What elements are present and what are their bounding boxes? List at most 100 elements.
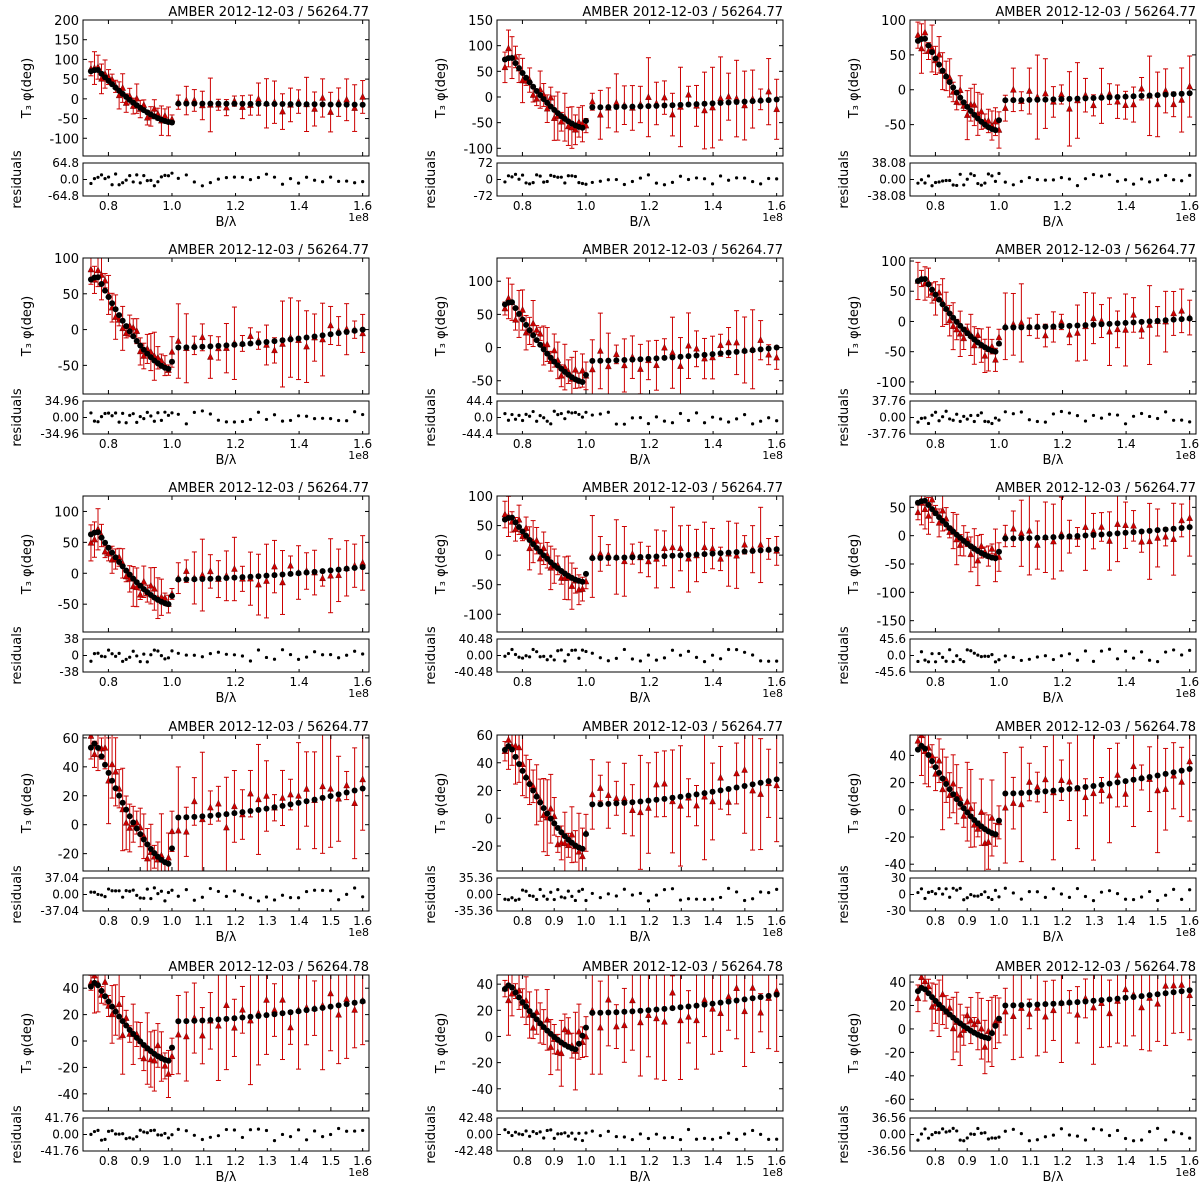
residual-point: [124, 657, 128, 661]
residual-point: [1147, 889, 1152, 894]
residual-point: [1035, 419, 1039, 424]
residual-point: [1188, 420, 1192, 424]
model-point: [102, 761, 109, 768]
data-point: [343, 781, 350, 789]
residual-point: [559, 1132, 563, 1136]
residual-point: [1164, 893, 1168, 897]
x-tick-label: 0.8: [926, 199, 945, 213]
residual-point: [156, 411, 160, 415]
residual-point: [503, 897, 507, 901]
model-point: [1066, 322, 1073, 329]
model-point: [1138, 318, 1145, 325]
model-point: [247, 100, 254, 107]
residual-point: [224, 894, 229, 898]
residual-point: [1123, 897, 1128, 901]
model-point: [207, 575, 214, 582]
model-point: [597, 357, 604, 364]
residual-point: [353, 1129, 357, 1133]
data-point: [151, 584, 158, 592]
model-point: [957, 94, 964, 101]
data-point: [741, 766, 748, 773]
residual-point: [930, 184, 934, 188]
plot-area: [914, 975, 1193, 1075]
res-y-tick-label: 0: [898, 888, 906, 902]
model-point: [1098, 321, 1105, 328]
residual-point: [702, 1136, 707, 1140]
model-point: [749, 995, 756, 1002]
residual-point: [958, 886, 962, 891]
residual-point: [520, 888, 525, 892]
residual-point: [1115, 179, 1120, 183]
plot-area: [501, 496, 780, 610]
model-point: [921, 35, 928, 42]
model-point: [516, 523, 523, 530]
residual-point: [955, 183, 959, 188]
model-point: [637, 103, 644, 110]
model-point: [1034, 534, 1041, 541]
res-y-tick-label: -30: [886, 904, 906, 918]
x-tick-label: 1.6: [767, 1154, 786, 1168]
model-point: [1002, 97, 1009, 104]
residual-point: [1172, 887, 1176, 892]
x-tick-label: 1.6: [353, 1154, 372, 1168]
y-tick-label: 100: [881, 255, 906, 270]
residual-point: [524, 181, 528, 185]
residual-point: [986, 172, 991, 176]
model-point: [239, 809, 246, 816]
panel-title: AMBER 2012-12-03 / 56264.77: [995, 481, 1196, 496]
model-point: [519, 528, 526, 535]
x-tick-label: 1.0: [576, 914, 595, 928]
model-point: [992, 348, 999, 355]
x-tick-label: 1.4: [704, 914, 723, 928]
res-y-tick-label: 0.00: [52, 888, 79, 902]
x-offset-text: 1e8: [348, 449, 369, 462]
model-point: [183, 576, 190, 583]
residual-point: [1180, 897, 1184, 901]
residual-point: [646, 173, 651, 177]
y-tick-label: -20: [58, 1061, 79, 1076]
model-point: [119, 799, 126, 806]
residual-point: [138, 414, 142, 419]
residual-point: [248, 178, 253, 182]
residual-point: [979, 411, 983, 415]
res-y-label: residuals: [837, 865, 852, 924]
x-tick-label: 1.1: [194, 914, 213, 928]
model-point: [102, 993, 109, 1000]
model-point: [359, 326, 366, 333]
model-point: [263, 572, 270, 579]
model-point: [311, 101, 318, 108]
x-tick-label: 0.8: [99, 437, 118, 451]
residual-point: [962, 898, 966, 902]
data-point: [669, 797, 676, 805]
model-point: [1050, 534, 1057, 541]
model-point: [168, 845, 175, 852]
data-point: [1090, 314, 1097, 322]
residual-point: [566, 174, 570, 178]
model-point: [925, 502, 932, 509]
data-point: [505, 44, 512, 52]
model-point: [629, 1008, 636, 1015]
model-point: [530, 332, 537, 339]
residual-point: [163, 1131, 167, 1136]
data-point: [653, 1014, 660, 1022]
y-tick-label: -50: [885, 346, 906, 361]
residual-point: [552, 409, 556, 413]
residual-point: [542, 180, 546, 184]
data-point: [561, 839, 569, 846]
data-point: [279, 340, 286, 347]
residual-point: [545, 1128, 549, 1133]
model-point: [295, 570, 302, 577]
data-point: [191, 797, 198, 805]
residual-point: [606, 178, 610, 182]
model-point: [165, 860, 172, 867]
model-point: [119, 563, 126, 570]
residual-point: [726, 178, 731, 182]
data-point: [533, 326, 540, 333]
model-point: [540, 96, 547, 103]
model-point: [533, 545, 540, 552]
residual-point: [598, 412, 602, 416]
data-point: [621, 361, 628, 369]
model-point: [501, 746, 508, 753]
residual-point: [545, 179, 549, 184]
model-point: [343, 1001, 350, 1008]
